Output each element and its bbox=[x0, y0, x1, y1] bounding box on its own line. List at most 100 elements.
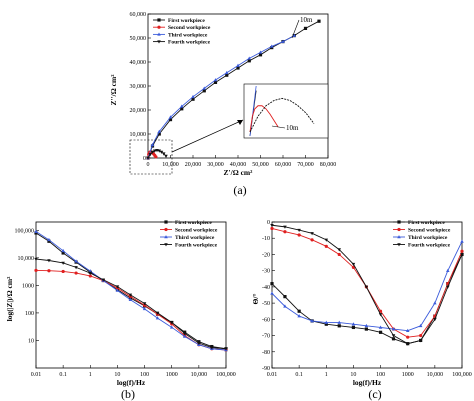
x-tick-label: 10,000 bbox=[162, 162, 179, 168]
data-point bbox=[337, 320, 341, 324]
x-axis-label: log(f)/Hz bbox=[353, 378, 382, 387]
data-point bbox=[182, 334, 187, 338]
data-point bbox=[378, 330, 383, 334]
x-tick-label: 40,000 bbox=[230, 162, 247, 168]
inset-frame bbox=[243, 83, 329, 139]
data-point bbox=[146, 156, 150, 160]
data-point bbox=[47, 269, 51, 273]
data-point bbox=[258, 53, 263, 57]
y-tick-label: -20 bbox=[262, 252, 270, 258]
data-point bbox=[351, 265, 356, 270]
x-axis-label: Z'/Ω cm² bbox=[224, 168, 254, 177]
legend-marker bbox=[164, 220, 168, 224]
data-point bbox=[115, 285, 120, 289]
data-point bbox=[324, 320, 329, 324]
data-point bbox=[418, 323, 423, 328]
data-point bbox=[88, 269, 93, 273]
data-point bbox=[270, 291, 274, 295]
data-point bbox=[351, 322, 356, 326]
data-point bbox=[164, 154, 168, 158]
legend-entry: Second workpiece bbox=[175, 228, 218, 234]
y-axis-label: Θ/° bbox=[251, 294, 260, 305]
data-point bbox=[150, 150, 155, 154]
data-point bbox=[297, 228, 301, 233]
x-tick-label: 10,000 bbox=[191, 372, 208, 378]
data-point bbox=[180, 107, 184, 111]
data-point bbox=[34, 229, 38, 233]
y-tick-label: 0 bbox=[143, 156, 146, 162]
x-axis-label: log(f)/Hz bbox=[117, 378, 146, 387]
data-point bbox=[247, 56, 252, 60]
series-fourth-workpiece bbox=[146, 149, 168, 160]
data-point bbox=[168, 115, 173, 119]
y-tick-label: 50,000 bbox=[130, 36, 147, 42]
data-point bbox=[433, 318, 437, 322]
data-point bbox=[115, 288, 120, 292]
y-tick-label: 100,000 bbox=[15, 228, 35, 234]
x-tick-label: 100 bbox=[140, 372, 149, 378]
zoom-arrow-head bbox=[237, 120, 243, 125]
data-point bbox=[142, 302, 147, 306]
y-tick-label: 0 bbox=[267, 220, 270, 226]
data-point bbox=[142, 306, 147, 311]
data-point bbox=[236, 66, 240, 70]
data-point bbox=[182, 332, 187, 336]
x-tick-label: 1000 bbox=[166, 372, 178, 378]
series-first-workpiece bbox=[270, 252, 464, 346]
data-point bbox=[258, 50, 263, 54]
y-tick-label: -90 bbox=[262, 366, 270, 372]
series-third-workpiece bbox=[270, 239, 464, 332]
data-point bbox=[128, 297, 133, 302]
data-point bbox=[364, 327, 368, 331]
data-point bbox=[155, 316, 160, 320]
data-point bbox=[128, 293, 133, 297]
y-tick-label: 100 bbox=[25, 311, 34, 317]
data-point bbox=[337, 324, 341, 328]
data-point bbox=[433, 301, 437, 305]
data-point bbox=[269, 44, 274, 48]
y-tick-label: 10 bbox=[28, 338, 34, 344]
data-point bbox=[460, 239, 464, 243]
data-point bbox=[47, 239, 51, 243]
x-tick-label: 10 bbox=[350, 372, 356, 378]
x-tick-label: 50,000 bbox=[252, 162, 269, 168]
data-point bbox=[317, 19, 321, 23]
data-point bbox=[236, 63, 240, 67]
data-point bbox=[405, 342, 410, 346]
data-point bbox=[225, 73, 229, 77]
y-axis-label: log(|Z|)/Ω cm² bbox=[5, 276, 14, 321]
plot-frame bbox=[35, 221, 227, 369]
x-tick-label: 0.1 bbox=[295, 372, 303, 378]
data-point bbox=[157, 129, 162, 133]
x-tick-label: 60,000 bbox=[275, 162, 292, 168]
data-point bbox=[191, 94, 195, 99]
legend-marker bbox=[157, 25, 161, 29]
data-point bbox=[159, 150, 164, 154]
annotation-10m-main: 10m bbox=[300, 16, 313, 24]
data-point bbox=[197, 341, 201, 346]
data-point bbox=[213, 80, 218, 84]
data-point bbox=[310, 232, 314, 236]
y-tick-label: -80 bbox=[262, 350, 270, 356]
y-tick-label: 10,000 bbox=[130, 132, 147, 138]
data-point bbox=[364, 285, 369, 289]
data-point bbox=[47, 237, 51, 242]
data-point bbox=[270, 226, 274, 231]
data-point bbox=[418, 339, 423, 343]
data-point bbox=[270, 282, 274, 286]
data-point bbox=[391, 334, 396, 338]
annotation-pointer bbox=[271, 125, 286, 129]
x-tick-label: 0 bbox=[147, 162, 150, 168]
legend-entry: Fourth workpiece bbox=[175, 243, 218, 249]
plot-frame bbox=[271, 221, 463, 369]
data-point bbox=[324, 238, 329, 242]
x-tick-label: 20,000 bbox=[185, 162, 202, 168]
y-tick-label: 1000 bbox=[22, 283, 34, 289]
data-point bbox=[247, 59, 251, 63]
inset-series-line bbox=[249, 97, 315, 133]
series-line bbox=[35, 231, 227, 351]
